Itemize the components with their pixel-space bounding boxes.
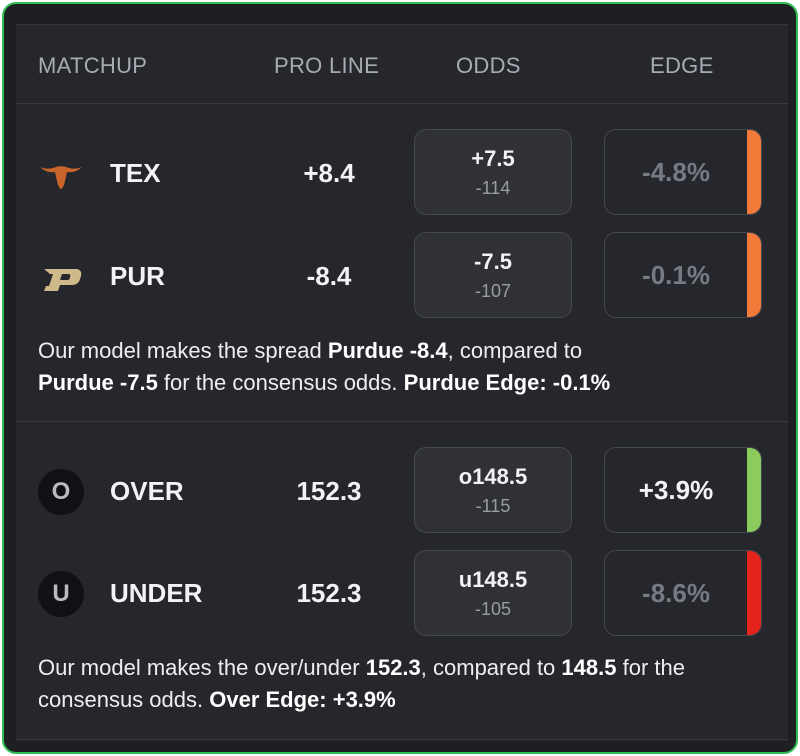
odds-button-pur[interactable]: -7.5 -107 <box>414 232 572 318</box>
edge-box-over[interactable]: +3.9% <box>604 447 762 533</box>
edge-indicator <box>747 448 761 532</box>
summary-bold: Purdue -8.4 <box>327 338 448 363</box>
over-badge-icon: O <box>38 469 84 515</box>
edge-box-under[interactable]: -8.6% <box>604 550 762 636</box>
section-divider <box>16 421 788 422</box>
header-edge: EDGE <box>650 53 714 78</box>
team-label-under: UNDER <box>110 578 203 608</box>
odds-line: -7.5 <box>474 249 512 274</box>
header-matchup: MATCHUP <box>38 53 148 78</box>
pro-line-pur: -8.4 <box>306 261 352 291</box>
odds-price: -105 <box>474 599 512 619</box>
edge-indicator <box>747 130 761 214</box>
odds-button-tex[interactable]: +7.5 -114 <box>414 129 572 215</box>
odds-price: -114 <box>475 178 511 198</box>
odds-line: +7.5 <box>471 146 515 171</box>
team-label-tex: TEX <box>110 158 161 188</box>
odds-price: -107 <box>474 281 512 301</box>
team-label-pur: PUR <box>110 261 165 291</box>
odds-button-over[interactable]: o148.5 -115 <box>414 447 572 533</box>
under-badge-icon: U <box>38 571 84 617</box>
header-odds: ODDS <box>456 53 521 78</box>
summary-bold: 148.5 <box>561 655 617 680</box>
pro-line-over: 152.3 <box>296 476 362 506</box>
edge-value: -8.6% <box>642 578 710 608</box>
summary-text: , compared to <box>447 338 583 363</box>
pro-line-under: 152.3 <box>296 578 362 608</box>
edge-box-pur[interactable]: -0.1% <box>604 232 762 318</box>
summary-text: , compared to <box>420 655 562 680</box>
summary-bold: Over Edge: +3.9% <box>209 687 396 712</box>
edge-box-tex[interactable]: -4.8% <box>604 129 762 215</box>
odds-price: -115 <box>475 496 511 516</box>
summary-text: for the consensus odds. <box>157 370 404 395</box>
edge-value: +3.9% <box>638 475 714 505</box>
pro-line-tex: +8.4 <box>303 158 355 188</box>
summary-text: for the consensus odds. <box>38 655 685 712</box>
odds-line: o148.5 <box>458 464 528 489</box>
edge-indicator <box>747 551 761 635</box>
odds-panel: MATCHUP PRO LINE ODDS EDGE TEX +8.4 +7.5… <box>16 24 788 741</box>
edge-value: -0.1% <box>642 260 710 290</box>
summary-bold: 152.3 <box>365 655 421 680</box>
odds-button-under[interactable]: u148.5 -105 <box>414 550 572 636</box>
summary-bold: Purdue -7.5 <box>38 370 158 395</box>
section-divider <box>16 739 788 740</box>
odds-line: u148.5 <box>458 567 528 592</box>
edge-indicator <box>747 233 761 317</box>
edge-value: -4.8% <box>642 157 710 187</box>
header-pro-line: PRO LINE <box>274 53 380 78</box>
spread-summary: Our model makes the spread Purdue -8.4, … <box>38 335 778 399</box>
longhorn-icon <box>40 166 82 189</box>
summary-text: Our model makes the over/under <box>38 655 366 680</box>
header-divider <box>16 103 788 104</box>
team-label-over: OVER <box>110 476 184 506</box>
total-summary: Our model makes the over/under 152.3, co… <box>38 652 778 716</box>
summary-bold: Purdue Edge: -0.1% <box>403 370 611 395</box>
summary-text: Our model makes the spread <box>38 338 328 363</box>
purdue-p-icon <box>44 269 82 291</box>
